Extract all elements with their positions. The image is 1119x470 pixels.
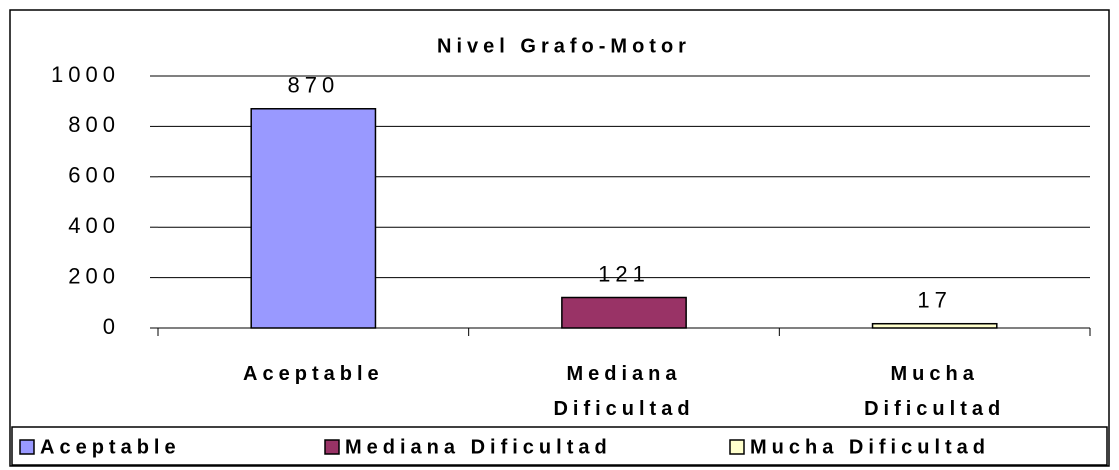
chart-title: Nivel Grafo-Motor (437, 35, 691, 57)
y-tick-label: 0 (103, 314, 120, 339)
bar (250, 108, 377, 329)
legend-swatch (19, 439, 35, 455)
data-label: 870 (287, 73, 339, 98)
y-tick-label: 600 (68, 163, 120, 188)
x-tick-label: Mucha Dificultad (864, 363, 1005, 420)
data-label: 17 (917, 288, 951, 313)
legend (11, 426, 1108, 466)
legend-swatch (324, 439, 340, 455)
legend-label: Mucha Dificultad (750, 436, 990, 458)
y-tick-label: 1000 (51, 62, 120, 87)
bar (561, 296, 687, 329)
data-label: 121 (598, 261, 650, 286)
legend-label: Aceptable (40, 436, 181, 458)
legend-label: Mediana Dificultad (345, 436, 612, 458)
x-tick-label: Mediana Dificultad (553, 363, 694, 420)
legend-swatch (729, 439, 745, 455)
y-tick-label: 400 (68, 213, 120, 238)
x-tick-label: Aceptable (243, 363, 384, 385)
chart-border (9, 9, 1110, 467)
y-tick-label: 200 (68, 263, 120, 288)
y-tick-label: 800 (68, 112, 120, 137)
bar (871, 322, 998, 329)
